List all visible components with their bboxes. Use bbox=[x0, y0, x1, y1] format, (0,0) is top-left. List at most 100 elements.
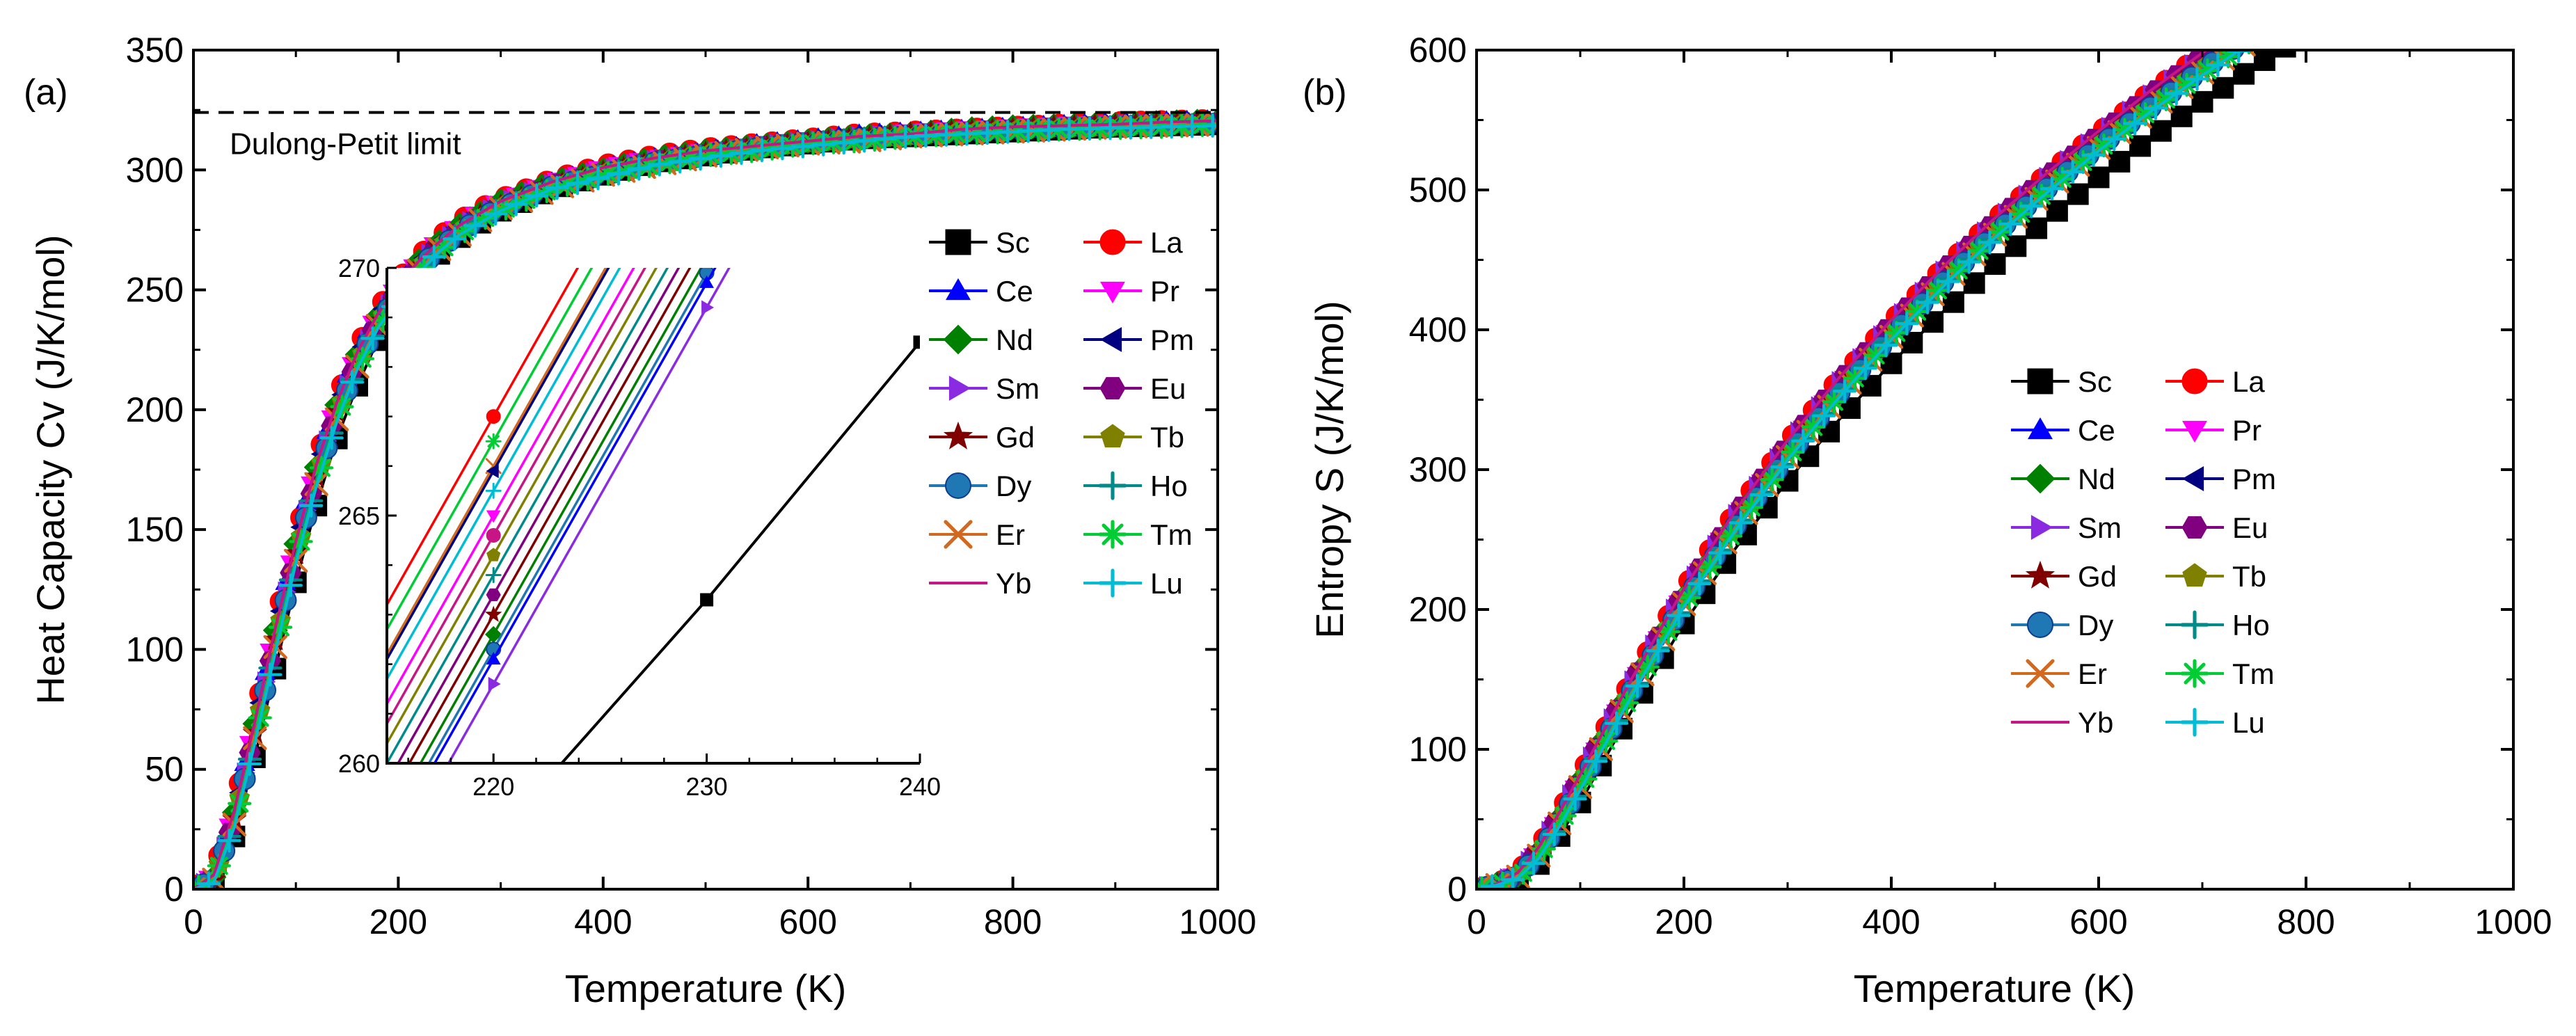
panel-a-marker-lu bbox=[688, 146, 713, 171]
panel-a-legend-entry-ce: Ce bbox=[929, 275, 1033, 308]
panel-b-marker-er bbox=[2254, 20, 2275, 41]
inset-series-gd bbox=[408, 268, 692, 763]
panel-b-marker-sc bbox=[1901, 331, 1923, 353]
inset-series-sm bbox=[447, 268, 731, 763]
panel-b-marker-dy bbox=[2264, 11, 2285, 32]
inset-marker-yb bbox=[486, 527, 501, 543]
panel-b-marker-gd bbox=[2253, 13, 2276, 35]
inset-line-eu bbox=[397, 268, 681, 763]
panel-b-legend-entry-pm: Pm bbox=[2165, 463, 2276, 495]
panel-b-xlabel: Temperature (K) bbox=[1854, 966, 2136, 1010]
panel-a-legend-entry-pm: Pm bbox=[1083, 324, 1194, 356]
panel-b-marker-sc bbox=[2212, 77, 2234, 99]
panel-a-legend-marker-eu bbox=[1099, 376, 1126, 400]
panel-b-marker-sm bbox=[2226, 26, 2243, 47]
panel-a-legend-entry-dy: Dy bbox=[929, 470, 1031, 502]
panel-a-legend-entry-nd: Nd bbox=[929, 324, 1033, 356]
panel-a-marker-lu bbox=[811, 132, 836, 157]
panel-b-marker-pm bbox=[2280, 0, 2298, 17]
panel-b-xtick-label: 1000 bbox=[2474, 902, 2552, 941]
panel-b-legend-label-ho: Ho bbox=[2232, 609, 2270, 641]
panel-a-legend-marker-dy bbox=[945, 472, 971, 499]
panel-b-line-yb bbox=[1477, 50, 2209, 889]
panel-b-marker-sc bbox=[2129, 135, 2152, 157]
panel-a-legend-entry-eu: Eu bbox=[1083, 372, 1186, 405]
panel-b-marker-lu bbox=[2143, 96, 2168, 120]
inset-series-lu bbox=[387, 107, 714, 680]
inset-series-ce bbox=[433, 268, 717, 763]
panel-b-marker-lu bbox=[1708, 541, 1733, 565]
panel-b-legend-marker-lu bbox=[2180, 708, 2209, 737]
panel-b-marker-pr bbox=[2291, 0, 2311, 6]
panel-b-marker-tm bbox=[2259, 18, 2280, 39]
panel-a-marker-lu bbox=[647, 152, 671, 177]
panel-b-series-dy bbox=[1477, 11, 2285, 889]
panel-b-marker-sc bbox=[2149, 120, 2172, 142]
panel-a-ytick-label: 350 bbox=[126, 31, 184, 70]
panel-b-marker-eu bbox=[2249, 8, 2270, 26]
panel-b-legend-entry-sm: Sm bbox=[2011, 511, 2122, 544]
panel-b-ytick-label: 600 bbox=[1409, 31, 1467, 70]
panel-b-marker-ce bbox=[2265, 1, 2285, 19]
inset-line-er bbox=[387, 268, 607, 655]
panel-a-marker-lu bbox=[422, 245, 447, 269]
panel-a-legend-marker-la bbox=[1099, 229, 1126, 255]
panel-a-ylabel: Heat Capacity Cv (J/K/mol) bbox=[29, 234, 72, 704]
panel-b-marker-sc bbox=[2274, 50, 2296, 58]
panel-a-legend-entry-yb: Yb bbox=[929, 567, 1031, 600]
panel-b-marker-lu bbox=[1625, 674, 1650, 699]
panel-a-marker-lu bbox=[586, 166, 610, 191]
panel-b-marker-lu bbox=[1728, 511, 1754, 535]
panel-a-legend-marker-pr bbox=[1100, 281, 1125, 304]
inset-line-nd bbox=[419, 268, 703, 763]
panel-b-legend-label-tm: Tm bbox=[2232, 658, 2275, 690]
panel-b-legend-marker-er bbox=[2026, 659, 2055, 688]
panel-a-marker-lu bbox=[1139, 115, 1163, 139]
panel-b-marker-ho bbox=[2270, 9, 2291, 30]
panel-b-marker-lu bbox=[1957, 250, 1981, 274]
panel-b-marker-er bbox=[2275, 7, 2296, 28]
panel-b-marker-sc bbox=[1942, 291, 1964, 313]
inset-series-layer bbox=[387, 83, 920, 763]
inset-series-tm bbox=[387, 268, 594, 630]
panel-a-legend-entry-er: Er bbox=[929, 518, 1025, 551]
panel-a-marker-lu bbox=[832, 130, 856, 155]
panel-a-marker-lu bbox=[524, 184, 549, 208]
panel-b-marker-lu bbox=[1895, 312, 1919, 336]
panel-a-legend-entry-sc: Sc bbox=[929, 226, 1030, 259]
panel-b-marker-sm bbox=[2247, 13, 2264, 33]
inset-ytick-label: 265 bbox=[338, 502, 380, 530]
panel-b-marker-gd bbox=[2274, 0, 2297, 22]
panel-b-legend-entry-la: La bbox=[2165, 365, 2265, 398]
panel-b-legend: Sc La Ce Pr Nd Pm Sm Eu Gd Tb Dy Ho Er Tm Yb Lu bbox=[2011, 365, 2276, 739]
panel-b-marker-lu bbox=[2206, 52, 2230, 77]
panel-a-marker-lu bbox=[237, 751, 262, 776]
panel-a-legend-label-sm: Sm bbox=[996, 372, 1040, 405]
panel-b-marker-sc bbox=[1922, 311, 1944, 333]
inset-marker-er bbox=[700, 83, 714, 97]
panel-b-marker-sc bbox=[2296, 23, 2316, 44]
panel-b-legend-entry-gd: Gd bbox=[2011, 560, 2117, 593]
panel-b-marker-eu bbox=[2228, 22, 2249, 40]
panel-a-marker-lu bbox=[1016, 118, 1040, 143]
panel-b-marker-la bbox=[2218, 26, 2239, 47]
panel-a-marker-lu bbox=[914, 123, 938, 148]
panel-b-legend-label-nd: Nd bbox=[2078, 463, 2115, 495]
panel-b-series-lu bbox=[1477, 50, 2251, 889]
panel-a-marker-lu bbox=[1159, 114, 1184, 139]
panel-a-marker-lu bbox=[1077, 116, 1102, 141]
panel-b-legend-label-tb: Tb bbox=[2232, 560, 2266, 593]
inset-marker-lu bbox=[700, 107, 714, 121]
inset-line-dy bbox=[427, 268, 711, 763]
panel-b-legend-label-eu: Eu bbox=[2232, 511, 2268, 544]
panel-b-legend-entry-sc: Sc bbox=[2011, 365, 2112, 398]
inset-marker-la bbox=[486, 409, 501, 424]
panel-b-marker-er bbox=[1477, 877, 1489, 889]
panel-b-marker-tb bbox=[2260, 13, 2280, 31]
panel-b-marker-eu bbox=[2270, 0, 2291, 13]
panel-b-marker-ce bbox=[2223, 29, 2243, 47]
inset-marker-eu bbox=[486, 588, 501, 602]
panel-a-ytick-label: 100 bbox=[126, 630, 184, 669]
panel-b-legend-marker-nd bbox=[2025, 463, 2056, 494]
panel-a-legend-label-lu: Lu bbox=[1150, 567, 1183, 600]
